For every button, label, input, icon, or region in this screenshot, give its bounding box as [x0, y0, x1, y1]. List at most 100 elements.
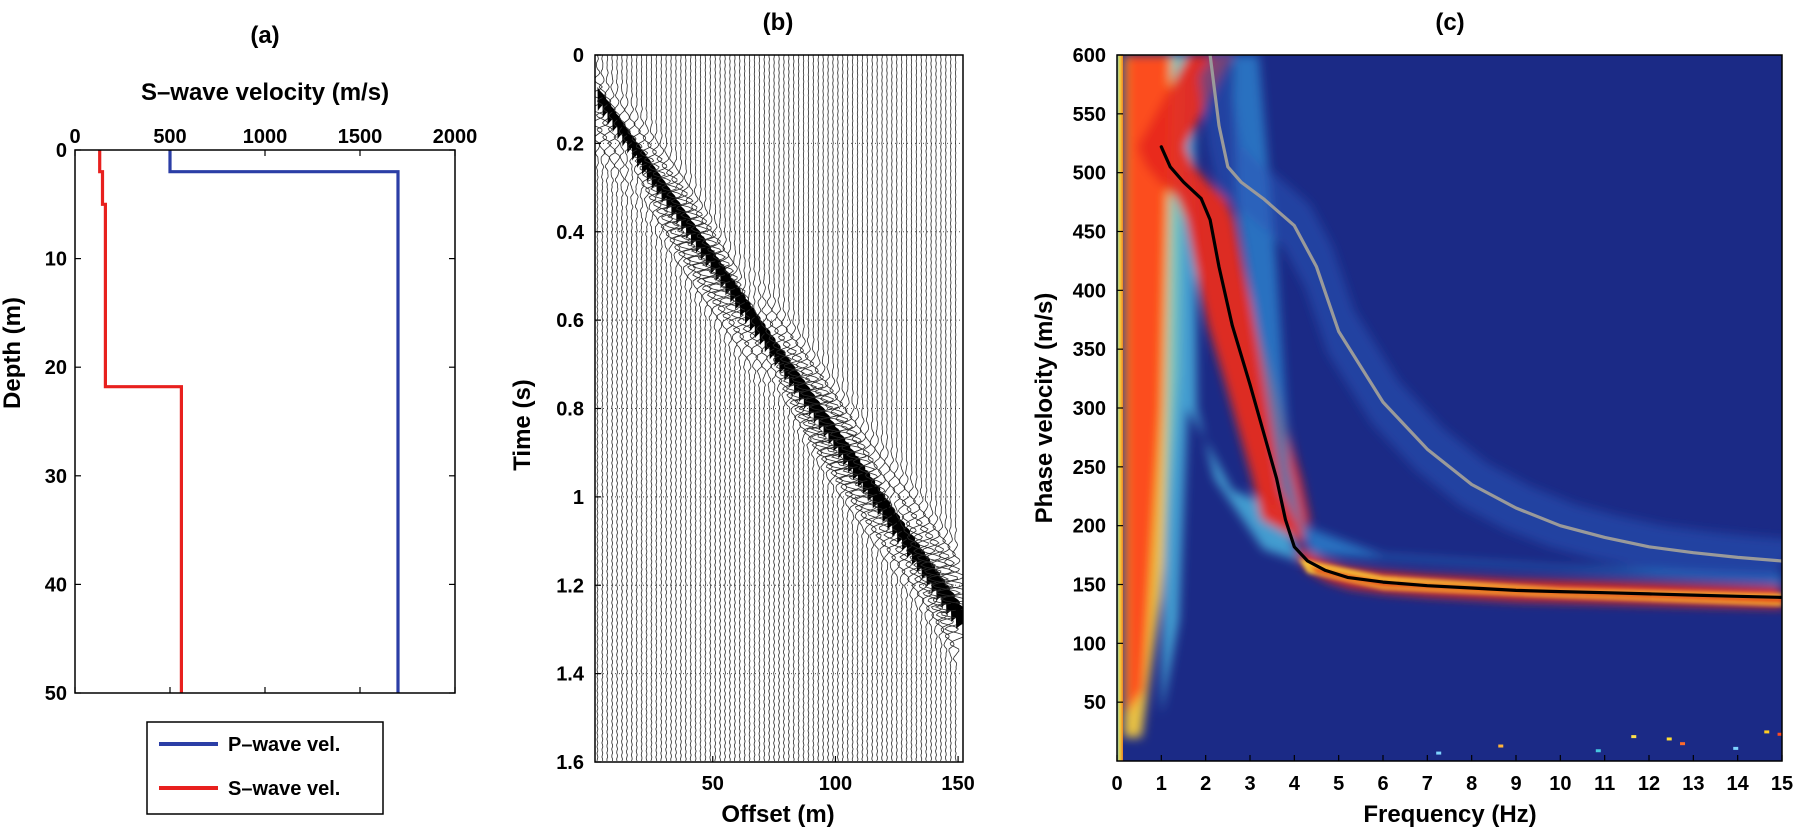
- panel-b-trace: [830, 55, 864, 762]
- panel-c-y-tick-label: 600: [1073, 45, 1106, 67]
- panel-b-trace: [899, 55, 913, 762]
- panel-c-x-tick-label: 3: [1244, 773, 1255, 795]
- panel-b-trace: [842, 55, 872, 762]
- panel-b-trace: [772, 55, 786, 762]
- panel-b-x-axis-label: Offset (m): [721, 801, 834, 828]
- panel-c-x-tick-label: 2: [1200, 773, 1211, 795]
- panel-b-trace-fill: [626, 129, 637, 154]
- panel-b-trace: [854, 55, 880, 762]
- panel-b-trace: [860, 55, 885, 762]
- panel-c-y-tick-label: 550: [1073, 104, 1106, 126]
- panel-c-x-tick-label: 8: [1466, 773, 1477, 795]
- panel-b-trace: [927, 55, 954, 762]
- panel-c-y-tick-label: 350: [1073, 339, 1106, 361]
- panel-c-x-tick-labels: 0 1 2 3 4 5 6 7 8 9 10 11 12 13 14 15: [1111, 755, 1793, 795]
- panel-b-y-axis-label: Time (s): [509, 379, 536, 471]
- panel-c-x-tick-label: 7: [1422, 773, 1433, 795]
- panel-c-y-tick-label: 200: [1073, 516, 1106, 538]
- panel-b-trace: [607, 55, 617, 762]
- panel-b-trace: [820, 55, 855, 762]
- panel-a-title: (a): [250, 22, 279, 49]
- panel-c-x-tick-label: 15: [1771, 773, 1793, 795]
- panel-b-trace: [613, 55, 621, 762]
- panel-c-x-tick-label: 11: [1594, 773, 1615, 795]
- panel-b-trace-fill: [607, 101, 617, 126]
- panel-b-trace: [934, 55, 963, 762]
- panel-b-trace-fill: [602, 94, 612, 119]
- panel-b-y-tick-label: 0.8: [556, 399, 584, 421]
- panel-b-trace: [601, 55, 613, 762]
- panel-b-trace: [749, 55, 761, 762]
- panel-b-trace: [779, 55, 799, 762]
- panel-c-x-tick-label: 6: [1377, 773, 1388, 795]
- panel-b-trace: [768, 55, 780, 762]
- panel-c-x-tick-label: 4: [1289, 773, 1301, 795]
- panel-b-trace: [939, 55, 963, 762]
- panel-b-y-tick-label: 0: [573, 45, 584, 67]
- panel-b-trace: [730, 55, 749, 762]
- panel-b-trace-fill: [955, 605, 963, 630]
- panel-c-x-tick-label: 5: [1333, 773, 1344, 795]
- panel-b-trace: [658, 55, 684, 762]
- panel-b-trace: [631, 55, 643, 762]
- panel-a-series: [98, 150, 400, 693]
- panel-c-y-tick-label: 450: [1073, 222, 1106, 244]
- panel-a-x-tick-label: 1500: [338, 126, 383, 148]
- panel-c-x-tick-label: 1: [1156, 773, 1167, 795]
- panel-b-trace: [697, 55, 725, 762]
- panel-b-trace: [827, 55, 860, 762]
- panel-a-y-tick-label: 10: [45, 249, 67, 271]
- panel-b-trace: [909, 55, 924, 762]
- panel-c-heatmap: [1117, 55, 1782, 761]
- panel-b-trace-fill: [636, 143, 647, 168]
- panel-a-series-line: [168, 150, 400, 693]
- panel-b-trace: [655, 55, 678, 762]
- panel-b-trace: [919, 55, 942, 762]
- panel-b-trace: [667, 55, 694, 762]
- panel-b-trace: [889, 55, 904, 762]
- panel-b-y-tick-label: 0.6: [556, 310, 584, 332]
- panel-b-trace: [871, 55, 892, 762]
- legend-p-wave-label: P–wave vel.: [228, 734, 340, 756]
- panel-b-trace-fill: [656, 172, 667, 197]
- panel-b-trace: [618, 55, 626, 762]
- panel-b-trace: [760, 55, 768, 762]
- panel-a-y-tick-label: 0: [56, 140, 67, 162]
- panel-b-trace: [810, 55, 845, 762]
- panel-b-trace: [787, 55, 811, 762]
- panel-b-trace-fill: [651, 165, 662, 190]
- panel-b-trace: [775, 55, 792, 761]
- panel-b-x-tick-label: 50: [702, 773, 724, 795]
- panel-b-trace: [878, 55, 896, 762]
- panel-b-trace: [724, 55, 745, 762]
- panel-a-y-axis-label: Depth (m): [0, 297, 26, 409]
- panel-c-y-tick-label: 500: [1073, 163, 1106, 185]
- panel-c-title: (c): [1435, 9, 1464, 36]
- panel-b-trace: [790, 55, 818, 762]
- panel-b-trace: [623, 55, 631, 762]
- panel-c-y-tick-labels: 50 100 150 200 250 300 350 400 450 500 550 600: [1073, 45, 1123, 714]
- panel-b-y-tick-label: 0.2: [556, 133, 584, 155]
- panel-c-x-tick-label: 14: [1727, 773, 1750, 795]
- panel-b-trace: [867, 55, 888, 762]
- panel-b-trace: [737, 55, 753, 762]
- panel-c-x-tick-label: 0: [1111, 773, 1122, 795]
- panel-b-trace: [627, 55, 637, 762]
- panel-b-trace-fill: [641, 151, 652, 175]
- panel-c: (c) 0 1 2 3 4 5 6 7 8 9 10 11 12 13 14 15 5010015020025…: [1031, 9, 1793, 828]
- panel-a-x-tick-label: 2000: [433, 126, 478, 148]
- panel-c-x-tick-label: 12: [1638, 773, 1660, 795]
- panel-b-trace: [687, 55, 716, 762]
- panel-a-y-tick-label: 20: [45, 357, 67, 379]
- panel-a-x-tick-labels: 0 500 1000 1500 2000: [69, 126, 477, 693]
- panel-a-x-axis-label: S–wave velocity (m/s): [141, 79, 389, 106]
- panel-c-curves: [1159, 55, 1782, 600]
- panel-b-trace-fill: [631, 136, 642, 161]
- panel-b-y-tick-label: 1.2: [556, 575, 584, 597]
- panel-c-x-axis-label: Frequency (Hz): [1363, 801, 1536, 828]
- panel-b-trace: [917, 55, 936, 762]
- panel-c-x-tick-label: 13: [1682, 773, 1704, 795]
- panel-b-trace: [923, 55, 949, 762]
- panel-a-x-tick-label: 1000: [243, 126, 288, 148]
- panel-b-trace: [742, 55, 756, 762]
